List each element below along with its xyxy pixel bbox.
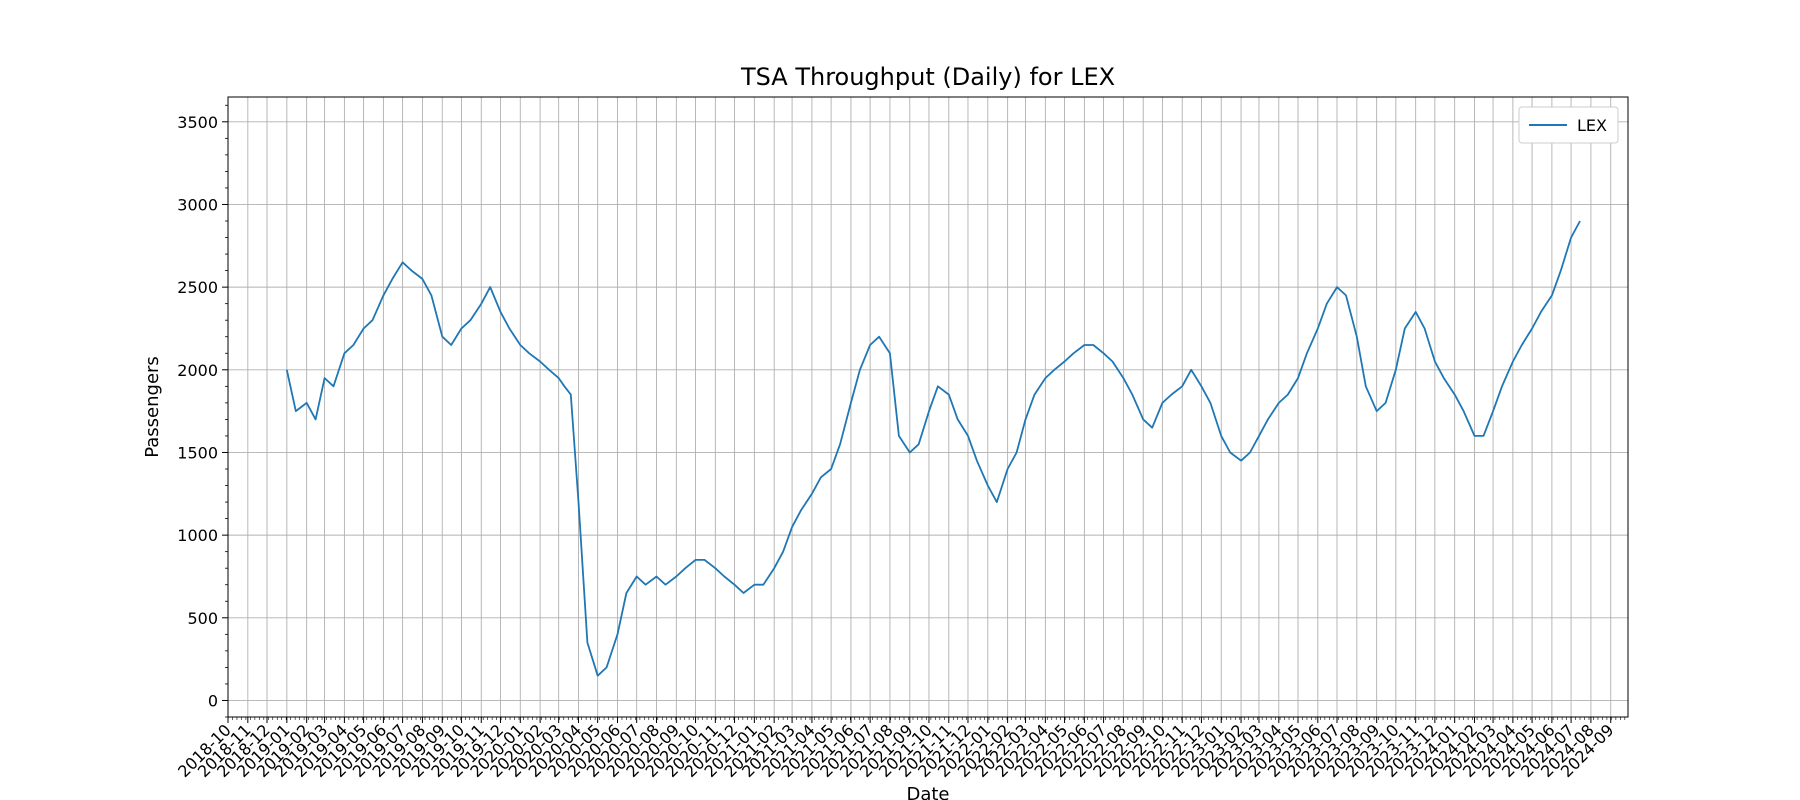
legend-label-lex: LEX <box>1577 116 1607 135</box>
x-axis-label: Date <box>906 784 949 800</box>
plot-area-frame <box>227 96 1629 718</box>
y-tick-label: 1000 <box>177 526 218 545</box>
y-tick-label: 0 <box>208 691 218 710</box>
y-axis-ticks: 0 500 1000 1500 2000 2500 3000 3500 <box>177 104 228 718</box>
x-axis-ticks: 2018-102018-112018-122019-012019-022019-… <box>174 717 1626 781</box>
y-axis-label: Passengers <box>142 356 163 458</box>
y-tick-label: 2000 <box>177 361 218 380</box>
y-tick-label: 1500 <box>177 443 218 462</box>
y-tick-label: 3500 <box>177 113 218 132</box>
chart-title: TSA Throughput (Daily) for LEX <box>740 63 1115 91</box>
legend: LEX <box>1518 106 1619 144</box>
series-lines <box>285 220 1581 677</box>
y-tick-label: 2500 <box>177 278 218 297</box>
y-tick-label: 3000 <box>177 195 218 214</box>
series-line-lex <box>285 220 1581 677</box>
y-tick-label: 500 <box>187 609 218 628</box>
legend-box <box>1518 106 1619 144</box>
